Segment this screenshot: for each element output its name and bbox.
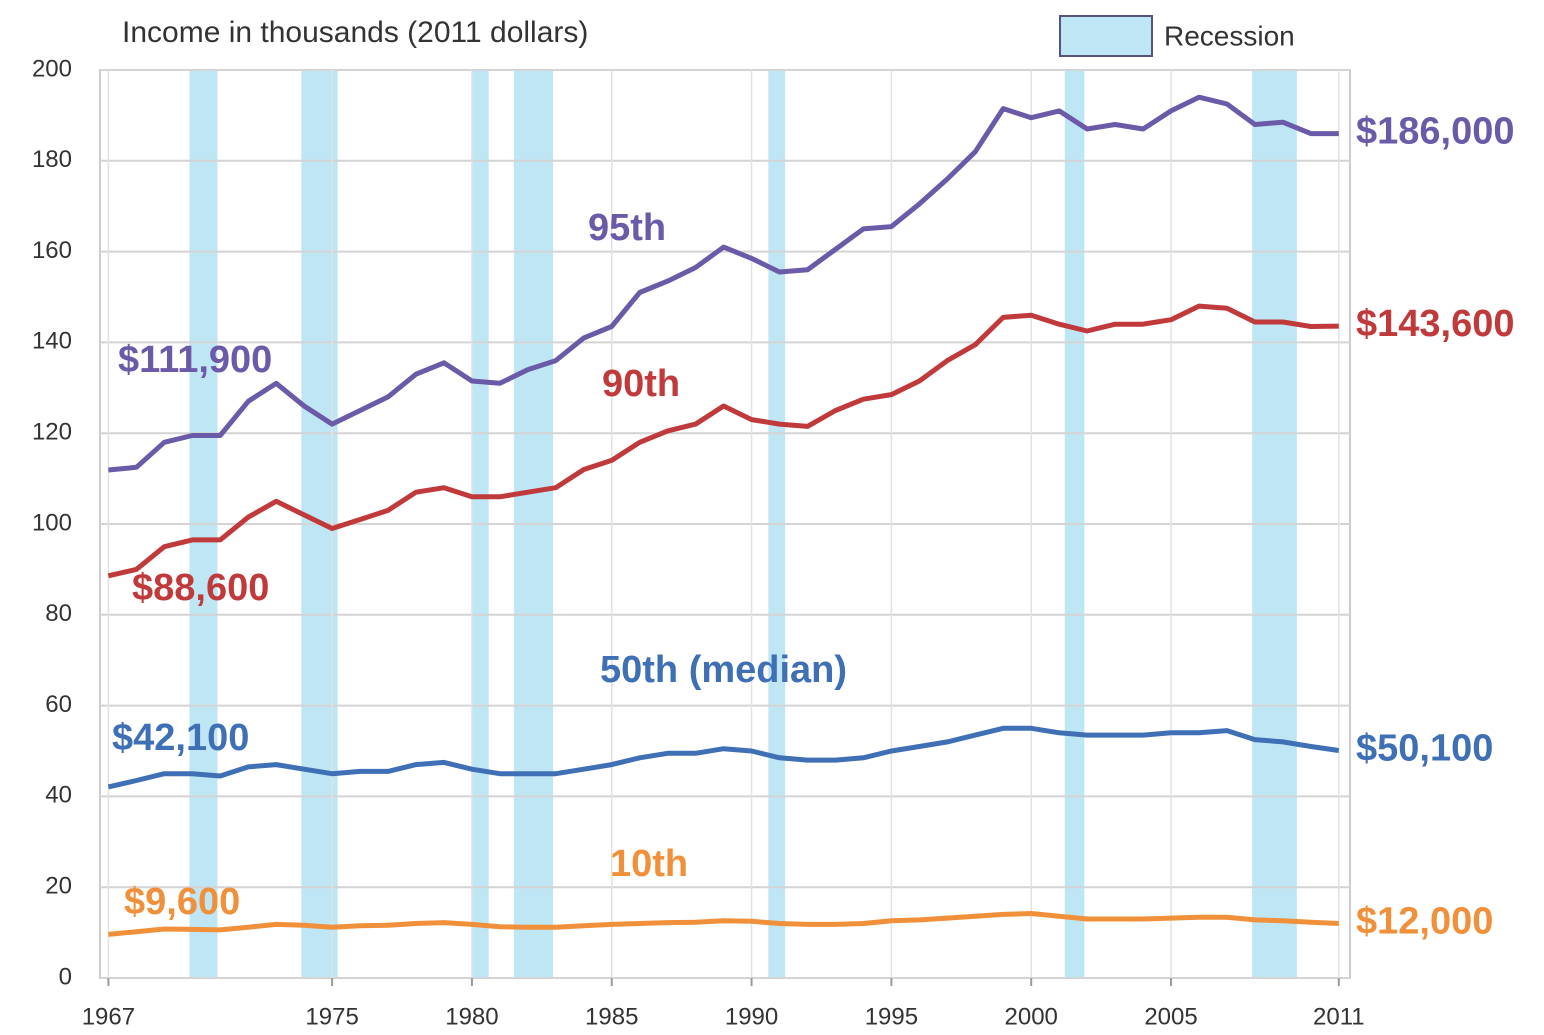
end-label: $143,600 (1356, 303, 1515, 345)
y-tick-label: 80 (45, 600, 72, 627)
start-label: $88,600 (132, 567, 269, 609)
x-tick-label: 2011 (1313, 1003, 1365, 1030)
series-name: 10th (610, 843, 688, 885)
y-tick-label: 100 (32, 509, 72, 536)
series-name: 95th (588, 207, 666, 249)
y-tick-label: 140 (32, 328, 72, 355)
x-tick-label: 1990 (725, 1003, 778, 1030)
end-label: $186,000 (1356, 111, 1515, 153)
end-label: $12,000 (1356, 901, 1493, 943)
x-tick-label: 1985 (585, 1003, 638, 1030)
series-line (107, 303, 1339, 579)
x-tick-label: 1995 (865, 1003, 918, 1030)
legend-swatch (1059, 15, 1153, 57)
y-tick-label: 0 (59, 963, 72, 990)
start-label: $111,900 (118, 339, 272, 381)
end-label: $50,100 (1356, 728, 1493, 770)
chart-title: Income in thousands (2011 dollars) (122, 16, 588, 49)
series-line (107, 725, 1340, 790)
x-tick-label: 1975 (305, 1003, 358, 1030)
y-tick-label: 120 (32, 419, 72, 446)
y-tick-label: 40 (45, 782, 72, 809)
y-tick-label: 200 (32, 55, 72, 82)
x-tick-label: 1967 (82, 1003, 135, 1030)
series-name: 50th (median) (600, 649, 847, 691)
legend-label: Recession (1164, 20, 1295, 51)
series-name: 90th (602, 363, 680, 405)
x-tick-label: 2005 (1144, 1003, 1197, 1030)
start-label: $42,100 (112, 717, 249, 759)
y-tick-label: 160 (32, 237, 72, 264)
series-line (108, 911, 1339, 937)
x-tick-label: 1980 (445, 1003, 498, 1030)
y-tick-label: 60 (45, 691, 72, 718)
y-tick-label: 20 (45, 873, 72, 900)
start-label: $9,600 (124, 881, 240, 923)
y-tick-label: 180 (32, 146, 72, 173)
series-line (108, 94, 1339, 473)
x-tick-label: 2000 (1005, 1003, 1058, 1030)
